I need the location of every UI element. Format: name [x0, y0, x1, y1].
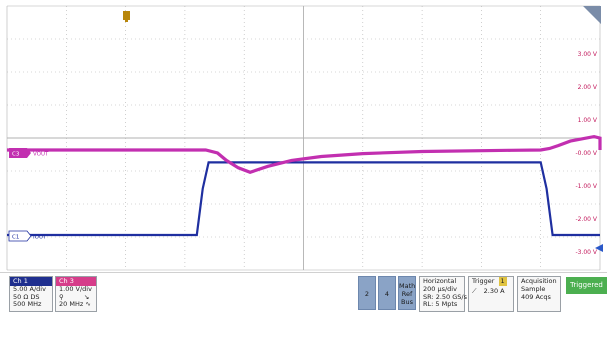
ch1-panel-header: Ch 1: [10, 277, 52, 286]
acquisition-count: 409 Acqs: [521, 292, 551, 301]
ch1-marker-label: C1: [12, 235, 19, 241]
ch3-probe-row: ⚲ ↘: [56, 292, 96, 302]
y-tick-label: -1.00 V: [575, 183, 597, 190]
record-length: RL: 5 Mpts: [423, 300, 458, 308]
corner-badge-icon[interactable]: [583, 6, 601, 24]
acquisition-panel[interactable]: Acquisition Sample 409 Acqs: [517, 276, 561, 312]
rising-edge-icon: ⟋: [472, 287, 477, 295]
ch4-button[interactable]: 4: [378, 276, 396, 310]
bus-label: Bus: [401, 298, 413, 306]
ch1-name-label: IOUT: [33, 235, 47, 241]
y-tick-label: -2.00 V: [575, 216, 597, 223]
ch1-marker[interactable]: C1: [8, 230, 32, 242]
ch1-coupling: 50 Ω DS: [13, 292, 40, 301]
ch3-settings-panel[interactable]: Ch 3 1.00 V/div ⚲ ↘ 20 MHz ∿: [55, 276, 97, 312]
ch3-waveform: [7, 134, 602, 174]
trigger-source-badge: 1: [498, 277, 507, 286]
trigger-panel[interactable]: Trigger 1 ⟋ 2.30 A: [468, 276, 514, 312]
y-tick-label: 3.00 V: [578, 51, 598, 58]
timebase: 200 µs/div: [423, 285, 457, 293]
probe-icon: ⚲: [59, 292, 64, 301]
invert-icon: ↘: [83, 292, 90, 301]
triggered-status-button[interactable]: Triggered: [566, 277, 607, 294]
trigger-level: 2.30 A: [483, 287, 505, 295]
trigger-level-row: ⟋ 2.30 A: [469, 286, 513, 296]
ch1-scale: 5.00 A/div: [13, 285, 46, 293]
y-tick-label: 1.00 V: [578, 117, 598, 124]
graticule: [6, 5, 601, 271]
ref-label: Ref: [401, 290, 413, 298]
ch3-marker-label: C3: [12, 152, 20, 158]
ch3-scale: 1.00 V/div: [59, 285, 92, 293]
bandwidth-limit-icon: ∿: [85, 300, 91, 308]
acquisition-mode: Sample: [521, 285, 546, 293]
ch2-button[interactable]: 2: [358, 276, 376, 310]
ch1-bandwidth: 500 MHz: [13, 300, 42, 308]
horizontal-panel[interactable]: Horizontal 200 µs/div SR: 2.50 GS/s RL: …: [419, 276, 467, 312]
ch1-settings-panel[interactable]: Ch 1 5.00 A/div 50 Ω DS 500 MHz: [9, 276, 53, 312]
math-label: Math: [399, 282, 416, 290]
ch3-name-label: VOUT: [33, 152, 49, 158]
horizontal-header: Horizontal: [423, 277, 457, 285]
y-tick-label: -0.00 V: [575, 150, 597, 157]
ch1-waveform: [7, 161, 600, 237]
trigger-position-marker[interactable]: [123, 11, 130, 22]
ch3-bandwidth: 20 MHz: [59, 300, 84, 308]
trigger-level-arrow-icon[interactable]: [595, 244, 603, 252]
y-axis-tick-labels: 3.00 V 2.00 V 1.00 V -0.00 V -1.00 V -2.00 V -…: [575, 51, 597, 256]
math-ref-bus-button[interactable]: Math Ref Bus: [398, 276, 416, 310]
ch3-marker[interactable]: C3: [9, 148, 31, 158]
y-tick-label: -3.00 V: [575, 249, 597, 256]
acquisition-header: Acquisition: [521, 277, 557, 285]
trigger-header: Trigger: [472, 277, 495, 285]
sample-rate: SR: 2.50 GS/s: [423, 292, 467, 301]
control-bar: Ch 1 5.00 A/div 50 Ω DS 500 MHz Ch 3 1.0…: [0, 272, 607, 340]
trigger-header-row: Trigger 1: [469, 277, 513, 286]
y-tick-label: 2.00 V: [578, 84, 598, 91]
ch3-panel-header: Ch 3: [56, 277, 96, 286]
ch3-bandwidth-row: 20 MHz ∿: [56, 300, 96, 309]
